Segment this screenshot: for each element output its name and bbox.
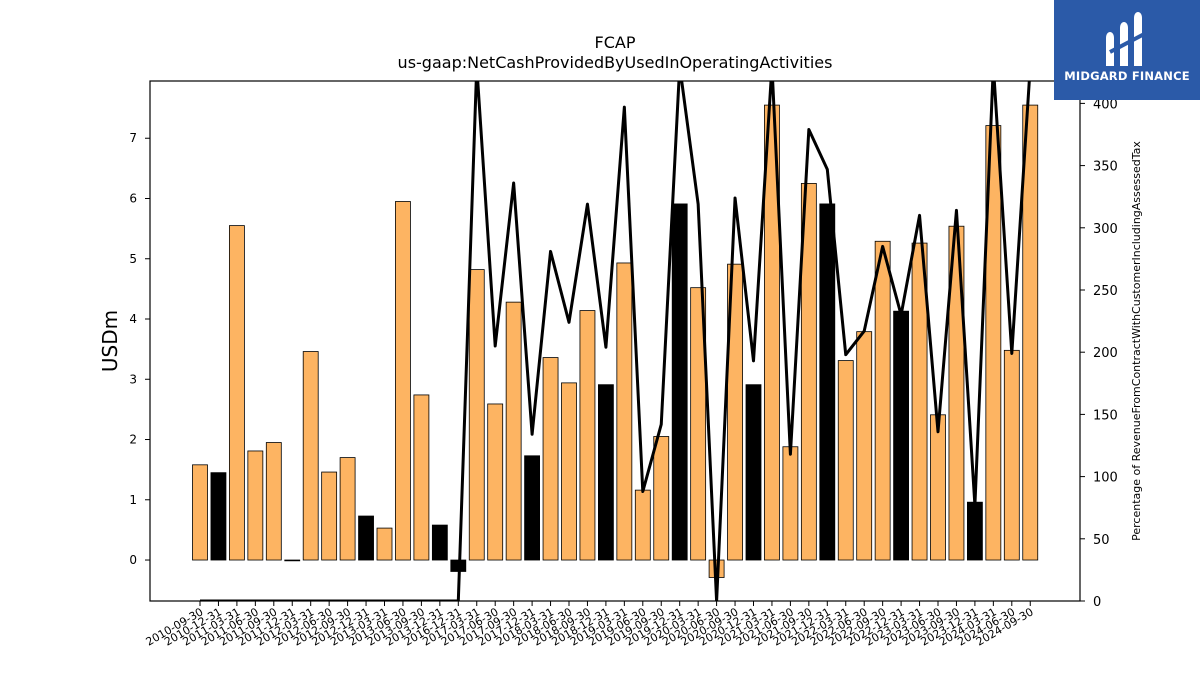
y2-axis-label: Percentage of RevenueFromContractWithCus…	[1130, 141, 1143, 541]
y-tick-label: 2	[129, 433, 137, 447]
brand-logo: MIDGARD FINANCE	[1054, 0, 1200, 100]
bar	[487, 403, 504, 561]
y-tick-label: 3	[129, 372, 137, 386]
y2-tick-label: 250	[1093, 284, 1118, 299]
bar	[745, 384, 762, 561]
y2-tick-label: 150	[1093, 408, 1118, 423]
logo-text: MIDGARD FINANCE	[1064, 69, 1190, 83]
y2-tick-label: 200	[1093, 346, 1118, 361]
bar	[321, 471, 338, 561]
y-axis-right: 0 50 100 150 200 250 300 350 400	[1080, 97, 1118, 610]
y2-tick-label: 300	[1093, 222, 1118, 237]
bar	[192, 464, 208, 561]
bar	[1003, 349, 1020, 561]
y-axis-label: USDm	[98, 310, 122, 372]
y-tick-label: 0	[129, 553, 137, 567]
bar	[395, 201, 411, 561]
bar	[671, 203, 688, 561]
bar	[727, 263, 743, 561]
bar	[653, 436, 670, 561]
y-axis-left: 0 1 2 3 4 5 6 7	[129, 131, 150, 567]
y-tick-label: 6	[129, 191, 137, 205]
bar	[210, 472, 227, 561]
bar	[542, 357, 559, 561]
bar	[376, 527, 393, 561]
line-path	[200, 81, 1031, 601]
y2-tick-label: 400	[1093, 97, 1118, 112]
bar	[228, 225, 245, 561]
y2-tick-label: 50	[1093, 533, 1110, 548]
bar	[616, 262, 633, 561]
bar	[358, 515, 374, 561]
y2-tick-label: 350	[1093, 160, 1118, 175]
bar	[598, 384, 614, 561]
bar	[930, 414, 946, 561]
bar-series	[192, 104, 1039, 578]
bar	[431, 524, 448, 561]
bar	[893, 310, 909, 561]
bar	[339, 457, 356, 561]
bar	[800, 183, 817, 561]
y2-tick-label: 0	[1093, 595, 1101, 610]
y-tick-label: 5	[129, 252, 137, 266]
bar	[856, 331, 873, 561]
y2-tick-label: 100	[1093, 471, 1118, 486]
bar	[911, 242, 928, 561]
logo-mark-icon	[1106, 12, 1149, 66]
bar	[985, 125, 1002, 561]
line-series	[200, 81, 1031, 601]
x-axis: 2010-09-302010-12-312011-03-312011-06-30…	[144, 601, 1036, 649]
bar	[561, 382, 577, 561]
y-tick-label: 7	[129, 131, 137, 145]
chart-subtitle: us-gaap:NetCashProvidedByUsedInOperating…	[398, 53, 833, 72]
bar	[782, 446, 799, 561]
bar	[1022, 104, 1039, 561]
bar	[284, 559, 301, 562]
bar	[579, 310, 596, 561]
bar	[764, 104, 780, 561]
bar	[247, 450, 264, 561]
bar	[634, 489, 651, 561]
bar	[874, 240, 891, 561]
y-tick-label: 4	[129, 312, 137, 326]
bar	[413, 394, 430, 561]
bar	[468, 269, 485, 561]
plot-frame	[149, 80, 1081, 602]
bar	[690, 287, 707, 561]
bar	[505, 301, 522, 561]
bar	[302, 351, 319, 561]
bar	[967, 501, 983, 561]
bar	[819, 203, 836, 561]
chart-title: FCAP	[595, 33, 636, 52]
bar	[265, 442, 282, 561]
y-tick-label: 1	[129, 493, 137, 507]
bar	[837, 360, 854, 561]
bar	[524, 455, 540, 561]
